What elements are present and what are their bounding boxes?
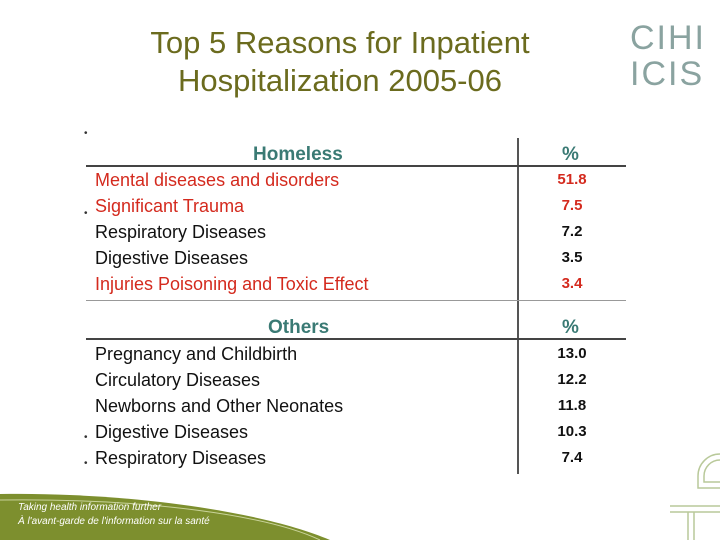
logo-bottom: ICIS (630, 55, 705, 93)
bullet-dot: • (84, 458, 88, 469)
logo-top: CIHI (630, 19, 706, 57)
others-header: Others (268, 317, 330, 338)
others-row-label: Respiratory Diseases (95, 448, 267, 468)
others-row-value: 12.2 (557, 371, 587, 388)
others-row-label: Pregnancy and Childbirth (95, 344, 298, 364)
others-row-value: 10.3 (557, 423, 587, 440)
title-line-2: Hospitalization 2005-06 (178, 63, 502, 98)
page-title: Top 5 Reasons for Inpatient Hospitalizat… (70, 24, 610, 100)
homeless-row-label: Mental diseases and disorders (95, 170, 340, 190)
others-row-label: Circulatory Diseases (95, 370, 261, 390)
footer-band: Taking health information further À l'av… (0, 490, 720, 540)
others-header-rule (86, 338, 626, 340)
homeless-row-value: 7.2 (561, 223, 583, 240)
homeless-row-value: 3.4 (561, 275, 583, 292)
bullet-dot: • (84, 208, 88, 219)
title-line-1: Top 5 Reasons for Inpatient (150, 25, 530, 60)
tagline-english: Taking health information further (18, 502, 162, 513)
homeless-row-label: Digestive Diseases (95, 248, 249, 268)
homeless-row-value: 51.8 (557, 171, 587, 188)
homeless-row-value: 3.5 (561, 249, 583, 266)
bullet-dot: • (84, 128, 88, 139)
homeless-row-label: Injuries Poisoning and Toxic Effect (95, 274, 369, 294)
homeless-row-label: Significant Trauma (95, 196, 245, 216)
others-percent-header: % (562, 317, 579, 338)
others-row-value: 13.0 (557, 345, 587, 362)
corner-decoration-icon (670, 453, 720, 540)
others-row-label: Newborns and Other Neonates (95, 396, 344, 416)
homeless-header: Homeless (253, 144, 343, 165)
others-row-value: 11.8 (557, 397, 587, 414)
homeless-header-rule (86, 165, 626, 167)
homeless-row-label: Respiratory Diseases (95, 222, 267, 242)
tagline-french: À l'avant-garde de l'information sur la … (18, 516, 210, 527)
homeless-percent-header: % (562, 144, 579, 165)
others-row-label: Digestive Diseases (95, 422, 249, 442)
cihi-logo: CIHI ICIS (630, 19, 706, 93)
section-separator (86, 300, 626, 301)
others-row-value: 7.4 (561, 449, 583, 466)
reasons-table: Homeless % Mental diseases and disorders… (86, 138, 626, 474)
footer-wave (0, 493, 330, 540)
bullet-dot: • (84, 432, 88, 443)
column-divider (517, 138, 519, 474)
homeless-row-value: 7.5 (561, 197, 583, 214)
